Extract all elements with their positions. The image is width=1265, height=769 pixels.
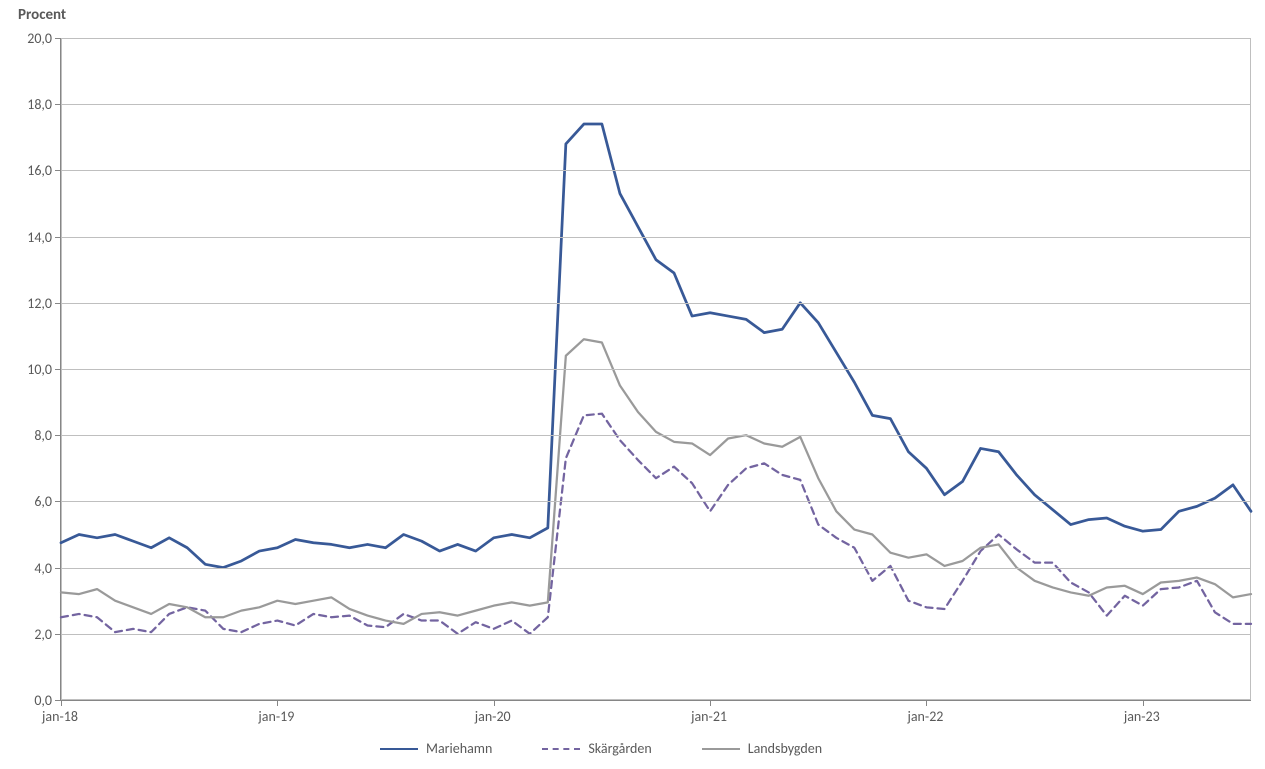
line-chart: Procent Mariehamn Skärgården Landsbygden 0… <box>0 0 1265 769</box>
x-tick-label: jan-22 <box>895 708 955 725</box>
y-tick-mark <box>55 435 61 436</box>
y-tick-mark <box>55 568 61 569</box>
legend-label: Landsbygden <box>748 740 822 757</box>
x-tick-mark <box>494 700 495 706</box>
x-tick-mark <box>710 700 711 706</box>
gridline <box>61 104 1251 105</box>
x-tick-mark <box>277 700 278 706</box>
x-tick-label: jan-20 <box>463 708 523 725</box>
y-tick-label: 12,0 <box>12 295 52 312</box>
y-tick-label: 0,0 <box>12 692 52 709</box>
y-tick-label: 20,0 <box>12 30 52 47</box>
plot-area <box>60 38 1251 701</box>
y-tick-label: 16,0 <box>12 162 52 179</box>
gridline <box>61 303 1251 304</box>
legend-item: Landsbygden <box>702 740 822 757</box>
x-tick-label: jan-19 <box>246 708 306 725</box>
y-tick-label: 10,0 <box>12 361 52 378</box>
gridline <box>61 170 1251 171</box>
legend-swatch <box>542 748 580 750</box>
y-tick-label: 4,0 <box>12 560 52 577</box>
x-tick-mark <box>926 700 927 706</box>
legend-swatch <box>380 748 418 750</box>
y-tick-mark <box>55 634 61 635</box>
y-tick-label: 8,0 <box>12 427 52 444</box>
y-tick-mark <box>55 237 61 238</box>
y-tick-label: 6,0 <box>12 493 52 510</box>
gridline <box>61 634 1251 635</box>
y-tick-mark <box>55 303 61 304</box>
legend: Mariehamn Skärgården Landsbygden <box>380 740 822 757</box>
gridline <box>61 501 1251 502</box>
gridline <box>61 568 1251 569</box>
y-tick-label: 18,0 <box>12 96 52 113</box>
gridline <box>61 369 1251 370</box>
legend-label: Skärgården <box>588 740 651 757</box>
y-tick-label: 14,0 <box>12 229 52 246</box>
gridline <box>61 237 1251 238</box>
y-tick-label: 2,0 <box>12 626 52 643</box>
x-tick-label: jan-18 <box>30 708 90 725</box>
x-tick-label: jan-23 <box>1112 708 1172 725</box>
x-tick-mark <box>1143 700 1144 706</box>
legend-item: Skärgården <box>542 740 651 757</box>
legend-label: Mariehamn <box>426 740 492 757</box>
y-tick-mark <box>55 104 61 105</box>
gridline <box>61 38 1251 39</box>
x-tick-mark <box>61 700 62 706</box>
x-tick-label: jan-21 <box>679 708 739 725</box>
y-tick-mark <box>55 369 61 370</box>
legend-swatch <box>702 748 740 750</box>
legend-item: Mariehamn <box>380 740 492 757</box>
gridline <box>61 435 1251 436</box>
y-tick-mark <box>55 38 61 39</box>
y-tick-mark <box>55 501 61 502</box>
y-axis-title: Procent <box>18 6 66 24</box>
series-landsbygden <box>61 339 1251 624</box>
y-tick-mark <box>55 170 61 171</box>
